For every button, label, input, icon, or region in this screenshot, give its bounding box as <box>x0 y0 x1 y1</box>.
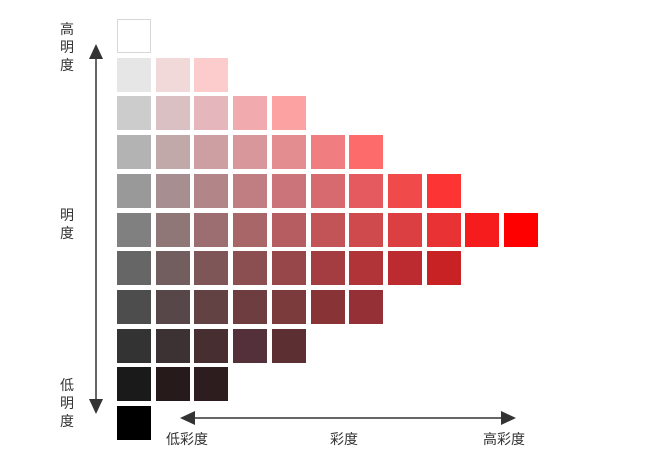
high-lightness-label: 高 明 度 <box>58 21 76 75</box>
color-swatch <box>349 251 384 286</box>
color-swatch <box>426 173 461 208</box>
low-saturation-label: 低彩度 <box>166 432 208 448</box>
color-swatch <box>194 328 229 363</box>
color-swatch <box>117 135 151 170</box>
color-swatch <box>194 96 229 131</box>
color-swatch <box>155 289 190 324</box>
color-swatch <box>117 289 151 324</box>
color-swatch <box>155 251 190 286</box>
color-swatch <box>271 289 306 324</box>
saturation-axis-arrow <box>180 411 516 425</box>
color-swatch <box>310 135 345 170</box>
color-swatch <box>155 328 190 363</box>
color-swatch <box>271 251 306 286</box>
color-swatch <box>310 251 345 286</box>
high-saturation-label: 高彩度 <box>483 432 525 448</box>
color-swatch <box>155 57 190 92</box>
color-swatch <box>117 212 151 247</box>
color-swatch <box>117 57 151 92</box>
color-swatch <box>117 251 151 286</box>
color-swatch <box>310 212 345 247</box>
color-swatch <box>194 173 229 208</box>
color-swatch <box>233 135 268 170</box>
color-swatch <box>233 251 268 286</box>
label-char: 高 <box>60 22 74 38</box>
saturation-label: 彩度 <box>330 432 358 448</box>
color-swatch <box>117 173 151 208</box>
color-swatch <box>233 212 268 247</box>
color-swatch <box>271 212 306 247</box>
color-swatch <box>194 251 229 286</box>
color-swatch <box>155 212 190 247</box>
lightness-label: 明 度 <box>58 207 76 243</box>
label-char: 低 <box>60 378 74 394</box>
color-swatch <box>233 328 268 363</box>
color-swatch <box>426 212 461 247</box>
color-swatch <box>155 367 190 402</box>
label-char: 明 <box>60 208 74 224</box>
label-char: 明 <box>60 40 74 56</box>
color-swatch <box>233 173 268 208</box>
color-swatch <box>271 173 306 208</box>
color-swatch <box>387 173 422 208</box>
low-lightness-label: 低 明 度 <box>58 377 76 431</box>
color-swatch <box>426 251 461 286</box>
color-swatch <box>194 135 229 170</box>
color-swatch <box>349 212 384 247</box>
color-swatch <box>194 212 229 247</box>
color-swatch <box>155 135 190 170</box>
color-swatch <box>271 96 306 131</box>
color-swatch <box>310 173 345 208</box>
color-swatch <box>117 406 151 440</box>
label-char: 度 <box>60 226 74 242</box>
label-char: 度 <box>60 414 74 430</box>
color-swatch <box>465 212 500 247</box>
color-swatch <box>117 19 151 53</box>
color-swatch <box>349 289 384 324</box>
color-swatch <box>271 328 306 363</box>
color-swatch <box>310 289 345 324</box>
color-swatch <box>117 328 151 363</box>
color-swatch <box>194 289 229 324</box>
color-swatch <box>504 212 538 247</box>
lightness-axis-arrow <box>89 44 103 414</box>
color-swatch <box>387 212 422 247</box>
label-char: 度 <box>60 58 74 74</box>
color-swatch <box>117 367 151 402</box>
color-swatch <box>155 96 190 131</box>
color-swatch <box>387 251 422 286</box>
color-swatch <box>349 135 384 170</box>
color-swatch <box>194 57 229 92</box>
color-swatch <box>117 96 151 131</box>
color-swatch <box>271 135 306 170</box>
color-swatch <box>233 289 268 324</box>
label-char: 明 <box>60 396 74 412</box>
color-swatch <box>194 367 229 402</box>
color-swatch <box>155 173 190 208</box>
color-swatch <box>349 173 384 208</box>
color-swatch <box>233 96 268 131</box>
